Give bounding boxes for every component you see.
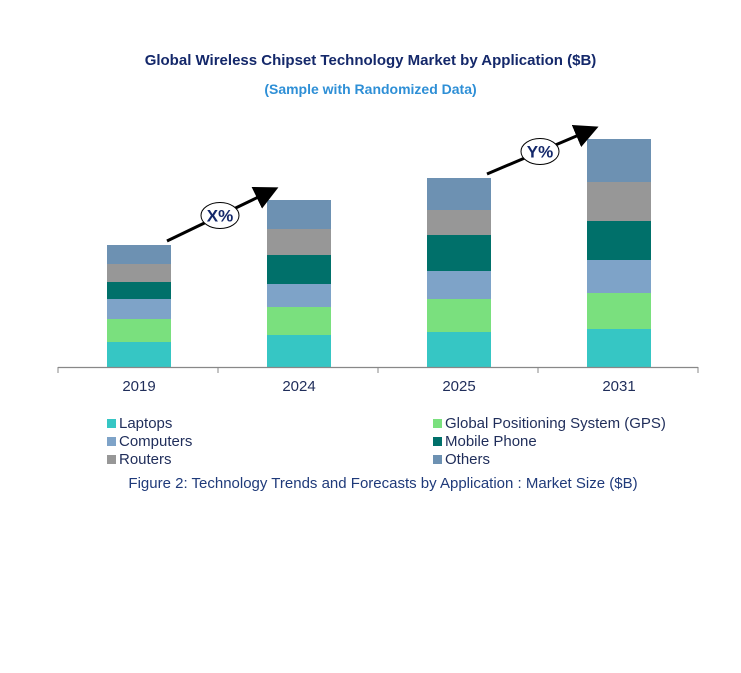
bar-segment-2031-4	[587, 182, 651, 221]
chart-subtitle: (Sample with Randomized Data)	[264, 81, 477, 97]
bar-segment-2019-2	[107, 299, 171, 319]
legend-item: Computers	[107, 432, 192, 450]
legend-swatch	[107, 418, 116, 428]
x-tick-label-2031: 2031	[602, 378, 635, 395]
legend-label: Computers	[119, 432, 193, 450]
bar-segment-2019-4	[107, 264, 171, 282]
bar-segment-2024-5	[267, 200, 331, 229]
legend-item: Laptops	[107, 414, 172, 432]
x-tick-label-2024: 2024	[282, 378, 315, 395]
bar-segment-2024-0	[267, 335, 331, 367]
growth-label: X%	[207, 207, 233, 226]
bar-segment-2025-3	[427, 235, 491, 271]
bar-segment-2025-0	[427, 332, 491, 367]
bar-segment-2019-1	[107, 319, 171, 342]
bar-segment-2031-3	[587, 221, 651, 260]
figure-caption: Figure 2: Technology Trends and Forecast…	[128, 475, 638, 492]
legend-item: Mobile Phone	[433, 432, 537, 450]
legend-label: Laptops	[119, 414, 173, 432]
legend-swatch	[433, 418, 442, 428]
legend-item: Others	[433, 450, 490, 468]
bar-segment-2025-1	[427, 299, 491, 332]
legend-item: Routers	[107, 450, 172, 468]
bar-segment-2024-2	[267, 284, 331, 307]
legend-swatch	[107, 436, 116, 446]
bar-segment-2024-3	[267, 255, 331, 284]
bar-segment-2024-1	[267, 307, 331, 335]
bar-segment-2031-5	[587, 139, 651, 182]
bar-segment-2025-2	[427, 271, 491, 299]
legend-label: Others	[445, 450, 491, 468]
bar-segment-2019-0	[107, 342, 171, 367]
bar-segment-2025-5	[427, 178, 491, 210]
growth-ellipse	[520, 138, 560, 165]
legend-label: Global Positioning System (GPS)	[445, 414, 666, 432]
bar-segment-2024-4	[267, 229, 331, 255]
legend-label: Routers	[119, 450, 172, 468]
legend-item: Global Positioning System (GPS)	[433, 414, 666, 432]
bar-segment-2031-2	[587, 260, 651, 293]
bar-segment-2031-0	[587, 329, 651, 367]
bar-segment-2025-4	[427, 210, 491, 235]
bar-segment-2019-3	[107, 282, 171, 299]
growth-label: Y%	[527, 143, 553, 162]
chart-title: Global Wireless Chipset Technology Marke…	[144, 52, 597, 69]
legend-label: Mobile Phone	[445, 432, 537, 450]
legend-swatch	[433, 454, 442, 464]
growth-ellipse	[200, 202, 240, 229]
bar-segment-2031-1	[587, 293, 651, 329]
legend-swatch	[433, 436, 442, 446]
x-tick-label-2019: 2019	[122, 378, 155, 395]
bar-segment-2019-5	[107, 245, 171, 264]
legend-swatch	[107, 454, 116, 464]
x-tick-label-2025: 2025	[442, 378, 475, 395]
